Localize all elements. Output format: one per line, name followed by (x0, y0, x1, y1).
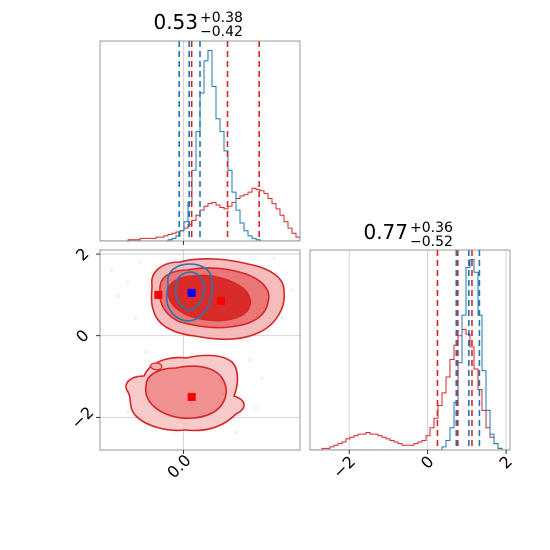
contour-axes-frame (99, 249, 301, 451)
right-blue-histogram (310, 259, 510, 450)
right-axes-frame (309, 249, 511, 451)
scatter-dot (273, 257, 275, 259)
right-title-value: 0.77 (363, 220, 408, 244)
right-grid (348, 250, 507, 450)
scatter-dot (255, 407, 257, 409)
x-tick-label: 2 (495, 452, 516, 473)
scatter-dot (117, 295, 119, 297)
top-title-value: 0.53 (153, 10, 198, 34)
right-histogram-panel: −2 0 2 0.77 +0.36 −0.52 (309, 220, 516, 482)
right-x-ticks: −2 0 2 (329, 450, 516, 482)
right-title-upper: +0.36 (410, 220, 453, 236)
red-contour-inner-lower (144, 365, 227, 420)
scatter-dot (291, 289, 293, 291)
scatter-dot (175, 431, 177, 433)
scatter-dot (111, 269, 113, 271)
blue-marker (187, 288, 196, 297)
scatter-dot (127, 281, 129, 283)
scatter-dot (281, 317, 283, 319)
y-tick-label: 0 (72, 326, 93, 347)
x-tick-label: −2 (329, 452, 359, 482)
scatter-dot (145, 351, 147, 353)
contour-panel: 0.0 −2 0 2 (67, 244, 301, 482)
right-title-lower: −0.52 (410, 234, 453, 250)
scatter-dot (127, 411, 129, 413)
red-marker (187, 392, 196, 401)
red-contour-small-island (149, 362, 163, 371)
scatter-dot (249, 359, 251, 361)
top-blue-histogram (100, 50, 300, 241)
top-quantile-lines (178, 41, 260, 241)
scatter-dot (235, 431, 237, 433)
y-tick-label: −2 (67, 403, 97, 433)
y-tick-label: 2 (72, 244, 93, 265)
top-histogram-panel: 0.53 +0.38 −0.42 (99, 10, 301, 245)
x-tick-label: 0.0 (163, 451, 194, 482)
scatter-dot (135, 317, 137, 319)
contour-markers (154, 288, 225, 401)
scatter-dot (267, 329, 269, 331)
scatter-dot (139, 261, 141, 263)
top-axes-frame (99, 40, 301, 242)
top-red-histogram (100, 187, 300, 241)
right-red-histogram (310, 328, 510, 450)
scatter-dot (261, 377, 263, 379)
top-title-lower: −0.42 (200, 24, 243, 40)
top-title-upper: +0.38 (200, 10, 243, 26)
x-tick-label: 0 (417, 452, 438, 473)
red-marker (216, 297, 225, 306)
blue-contour-outer (165, 263, 214, 322)
red-marker (154, 290, 163, 299)
right-quantile-lines (436, 250, 481, 450)
blue-contour-inner (174, 271, 206, 311)
